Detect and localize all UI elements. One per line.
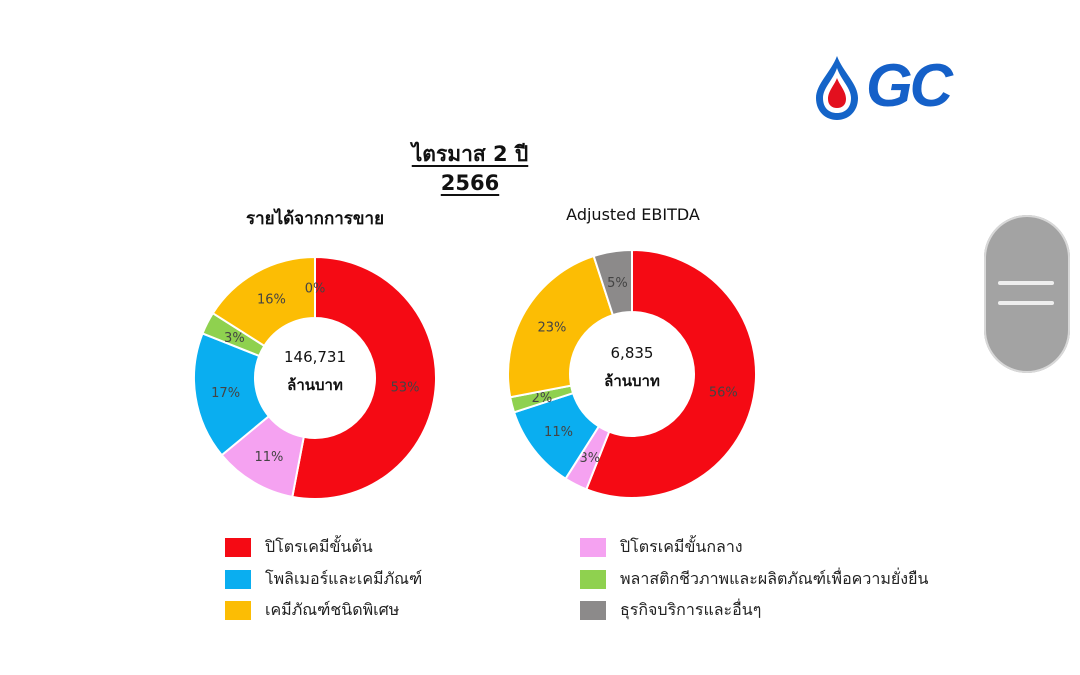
handle-grip-line [998, 281, 1054, 285]
legend-swatch [580, 569, 606, 589]
slice-data-label: 2% [532, 391, 553, 406]
donut-slice [592, 248, 633, 317]
legend-item: ธุรกิจบริการและอื่นๆ [580, 598, 761, 622]
logo-text: GC [866, 52, 953, 119]
legend-label: ปิโตรเคมีขั้นกลาง [620, 536, 743, 556]
legend-item: เคมีภัณฑ์ชนิดพิเศษ [225, 598, 399, 622]
slice-data-label: 16% [257, 293, 286, 308]
legend-swatch [580, 600, 606, 620]
legend-label: โพลิเมอร์และเคมีภัณฑ์ [265, 568, 423, 588]
ebitda-chart-title: Adjusted EBITDA [566, 205, 700, 224]
legend-item: โพลิเมอร์และเคมีภัณฑ์ [225, 567, 422, 591]
donut-slice [193, 332, 271, 457]
slice-data-label: 3% [579, 451, 600, 466]
legend-item: พลาสติกชีวภาพและผลิตภัณฑ์เพื่อความยั่งยื… [580, 567, 928, 591]
slice-data-label: 17% [211, 386, 240, 401]
legend-swatch [225, 600, 251, 620]
legend-label: พลาสติกชีวภาพและผลิตภัณฑ์เพื่อความยั่งยื… [620, 568, 929, 588]
donut-slice [585, 248, 757, 499]
page-title: ไตรมาส 2 ปี 2566 [411, 142, 529, 195]
center-total-value: 146,731 [284, 348, 346, 366]
donut-slice [291, 255, 437, 500]
chart-legend: ปิโตรเคมีขั้นต้น ปิโตรเคมีขั้นกลาง โพลิเ… [0, 535, 1080, 635]
slice-data-label: 11% [544, 425, 573, 440]
legend-item: ปิโตรเคมีขั้นกลาง [580, 535, 743, 559]
slice-data-label: 11% [254, 450, 283, 465]
legend-swatch [580, 537, 606, 557]
center-unit-label: ล้านบาท [287, 376, 343, 394]
flame-drop-icon [816, 56, 858, 120]
slice-data-label: 5% [607, 276, 628, 291]
scroll-handle[interactable] [984, 215, 1070, 373]
slice-data-label: 53% [391, 381, 420, 396]
handle-grip-line [998, 301, 1054, 305]
donut-slice [211, 255, 316, 348]
legend-label: ธุรกิจบริการและอื่นๆ [620, 599, 762, 619]
gc-logo: GC [812, 52, 1002, 124]
slice-data-label: 23% [537, 321, 566, 336]
revenue-chart-title: รายได้จากการขาย [245, 209, 385, 229]
legend-item: ปิโตรเคมีขั้นต้น [225, 535, 373, 559]
center-unit-label: ล้านบาท [604, 372, 660, 390]
slice-data-label: 0% [305, 282, 326, 297]
slice-data-label: 3% [224, 331, 245, 346]
legend-swatch [225, 537, 251, 557]
legend-label: ปิโตรเคมีขั้นต้น [265, 536, 373, 556]
slice-data-label: 56% [709, 385, 738, 400]
legend-swatch [225, 569, 251, 589]
donut-slice [507, 254, 615, 399]
legend-label: เคมีภัณฑ์ชนิดพิเศษ [265, 599, 400, 619]
center-total-value: 6,835 [611, 344, 654, 362]
